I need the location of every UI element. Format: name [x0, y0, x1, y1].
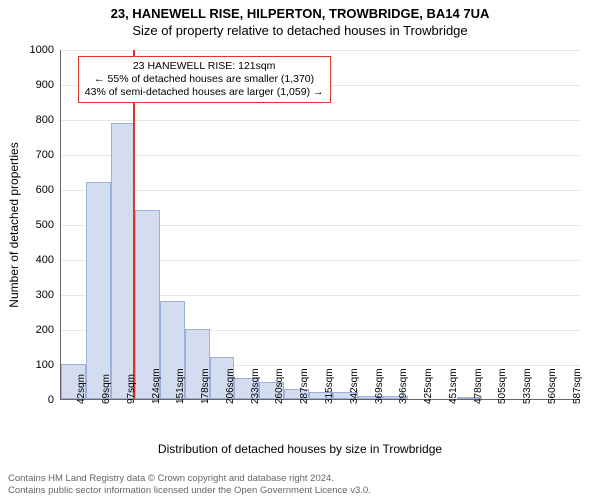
- x-tick-label: 260sqm: [274, 368, 285, 404]
- x-tick-label: 206sqm: [225, 368, 236, 404]
- x-tick-label: 560sqm: [547, 368, 558, 404]
- histogram-bar: [86, 182, 111, 399]
- plot-area: 23 HANEWELL RISE: 121sqm ← 55% of detach…: [60, 50, 580, 400]
- annotation-line: 43% of semi-detached houses are larger (…: [85, 86, 324, 99]
- y-tick-label: 700: [0, 149, 54, 161]
- x-tick-label: 124sqm: [151, 368, 162, 404]
- y-tick-label: 400: [0, 254, 54, 266]
- title-subtitle: Size of property relative to detached ho…: [0, 23, 600, 38]
- annotation-line: ← 55% of detached houses are smaller (1,…: [85, 73, 324, 86]
- x-tick-label: 505sqm: [497, 368, 508, 404]
- x-tick-label: 451sqm: [448, 368, 459, 404]
- footer-line: Contains HM Land Registry data © Crown c…: [8, 473, 371, 484]
- y-tick-label: 800: [0, 114, 54, 126]
- histogram-bar: [111, 123, 136, 400]
- x-tick-label: 287sqm: [299, 368, 310, 404]
- x-tick-label: 151sqm: [175, 368, 186, 404]
- chart-title-block: 23, HANEWELL RISE, HILPERTON, TROWBRIDGE…: [0, 0, 600, 38]
- y-tick-label: 600: [0, 184, 54, 196]
- x-tick-label: 42sqm: [76, 374, 87, 404]
- footer-line: Contains public sector information licen…: [8, 485, 371, 496]
- x-tick-label: 233sqm: [250, 368, 261, 404]
- title-address: 23, HANEWELL RISE, HILPERTON, TROWBRIDGE…: [0, 6, 600, 21]
- y-tick-label: 900: [0, 79, 54, 91]
- x-tick-label: 533sqm: [522, 368, 533, 404]
- annotation-box: 23 HANEWELL RISE: 121sqm ← 55% of detach…: [78, 56, 331, 103]
- y-tick-label: 100: [0, 359, 54, 371]
- x-tick-label: 478sqm: [473, 368, 484, 404]
- x-tick-label: 396sqm: [398, 368, 409, 404]
- chart: Number of detached properties 0100200300…: [0, 40, 600, 460]
- x-tick-label: 425sqm: [423, 368, 434, 404]
- y-tick-label: 1000: [0, 44, 54, 56]
- x-tick-label: 97sqm: [126, 374, 137, 404]
- x-tick-label: 369sqm: [374, 368, 385, 404]
- x-tick-label: 342sqm: [349, 368, 360, 404]
- y-tick-label: 0: [0, 394, 54, 406]
- x-tick-label: 178sqm: [200, 368, 211, 404]
- y-tick-label: 500: [0, 219, 54, 231]
- footer-attribution: Contains HM Land Registry data © Crown c…: [8, 473, 371, 496]
- y-tick-label: 200: [0, 324, 54, 336]
- annotation-line: 23 HANEWELL RISE: 121sqm: [85, 60, 324, 73]
- y-tick-label: 300: [0, 289, 54, 301]
- x-tick-label: 315sqm: [324, 368, 335, 404]
- x-axis-label: Distribution of detached houses by size …: [0, 442, 600, 456]
- x-tick-label: 69sqm: [101, 374, 112, 404]
- x-tick-label: 587sqm: [572, 368, 583, 404]
